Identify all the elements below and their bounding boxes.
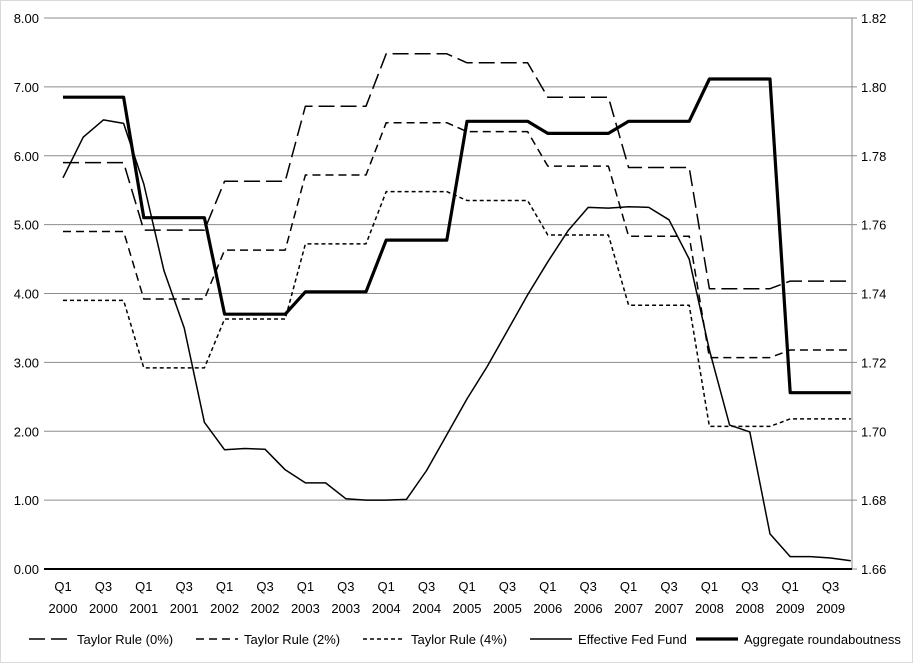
x-tick-label-year: 2001 xyxy=(170,601,199,616)
x-tick-label-quarter: Q3 xyxy=(95,579,112,594)
x-tick-label-year: 2007 xyxy=(655,601,684,616)
x-tick-label-quarter: Q1 xyxy=(135,579,152,594)
x-tick-label-year: 2001 xyxy=(129,601,158,616)
y-left-tick-label: 8.00 xyxy=(14,11,39,26)
legend-label: Taylor Rule (2%) xyxy=(244,632,340,647)
x-tick-label-year: 2006 xyxy=(574,601,603,616)
x-tick-label-quarter: Q1 xyxy=(216,579,233,594)
x-tick-label-year: 2002 xyxy=(251,601,280,616)
x-tick-label-quarter: Q3 xyxy=(499,579,516,594)
x-tick-label-quarter: Q1 xyxy=(782,579,799,594)
y-left-tick-label: 5.00 xyxy=(14,218,39,233)
y-right-tick-label: 1.70 xyxy=(861,424,886,439)
x-tick-label-year: 2009 xyxy=(776,601,805,616)
x-tick-label-year: 2009 xyxy=(816,601,845,616)
x-tick-label-quarter: Q3 xyxy=(337,579,354,594)
y-right-tick-label: 1.74 xyxy=(861,287,886,302)
x-tick-label-quarter: Q3 xyxy=(660,579,677,594)
y-left-tick-label: 0.00 xyxy=(14,562,39,577)
x-tick-label-year: 2000 xyxy=(89,601,118,616)
x-tick-label-year: 2003 xyxy=(291,601,320,616)
series-line-taylor-rule-0- xyxy=(63,53,851,290)
y-left-tick-label: 1.00 xyxy=(14,493,39,508)
legend-label: Taylor Rule (0%) xyxy=(77,632,173,647)
y-left-tick-label: 2.00 xyxy=(14,424,39,439)
x-tick-label-quarter: Q3 xyxy=(741,579,758,594)
x-tick-label-year: 2000 xyxy=(49,601,78,616)
x-tick-label-year: 2006 xyxy=(533,601,562,616)
y-right-tick-label: 1.76 xyxy=(861,218,886,233)
series-line-taylor-rule-4- xyxy=(63,190,851,428)
y-left-tick-label: 4.00 xyxy=(14,287,39,302)
x-tick-label-year: 2005 xyxy=(453,601,482,616)
legend-label: Taylor Rule (4%) xyxy=(411,632,507,647)
legend-label: Aggregate roundaboutness xyxy=(744,632,901,647)
y-left-tick-label: 7.00 xyxy=(14,80,39,95)
series-line-aggregate-roundaboutness xyxy=(63,77,851,395)
y-right-tick-label: 1.66 xyxy=(861,562,886,577)
x-tick-label-year: 2004 xyxy=(412,601,441,616)
x-tick-label-quarter: Q1 xyxy=(539,579,556,594)
x-tick-label-year: 2002 xyxy=(210,601,239,616)
x-tick-label-quarter: Q1 xyxy=(458,579,475,594)
y-right-tick-label: 1.72 xyxy=(861,355,886,370)
x-tick-label-quarter: Q1 xyxy=(701,579,718,594)
legend-label: Effective Fed Fund xyxy=(578,632,687,647)
x-tick-label-quarter: Q1 xyxy=(378,579,395,594)
y-left-tick-label: 3.00 xyxy=(14,355,39,370)
x-tick-label-quarter: Q1 xyxy=(620,579,637,594)
x-tick-label-quarter: Q3 xyxy=(176,579,193,594)
y-right-tick-label: 1.80 xyxy=(861,80,886,95)
x-tick-label-year: 2008 xyxy=(695,601,724,616)
x-tick-label-quarter: Q1 xyxy=(54,579,71,594)
x-tick-label-year: 2007 xyxy=(614,601,643,616)
y-left-tick-label: 6.00 xyxy=(14,149,39,164)
x-tick-label-year: 2003 xyxy=(331,601,360,616)
x-tick-label-year: 2005 xyxy=(493,601,522,616)
x-tick-label-quarter: Q3 xyxy=(822,579,839,594)
y-right-tick-label: 1.78 xyxy=(861,149,886,164)
x-tick-label-year: 2008 xyxy=(735,601,764,616)
x-tick-label-year: 2004 xyxy=(372,601,401,616)
x-tick-label-quarter: Q3 xyxy=(418,579,435,594)
x-tick-label-quarter: Q3 xyxy=(256,579,273,594)
series-line-effective-fed-fund xyxy=(62,119,851,562)
y-right-tick-label: 1.82 xyxy=(861,11,886,26)
y-right-tick-label: 1.68 xyxy=(861,493,886,508)
series-line-taylor-rule-2- xyxy=(63,121,851,359)
x-tick-label-quarter: Q3 xyxy=(580,579,597,594)
x-tick-label-quarter: Q1 xyxy=(297,579,314,594)
